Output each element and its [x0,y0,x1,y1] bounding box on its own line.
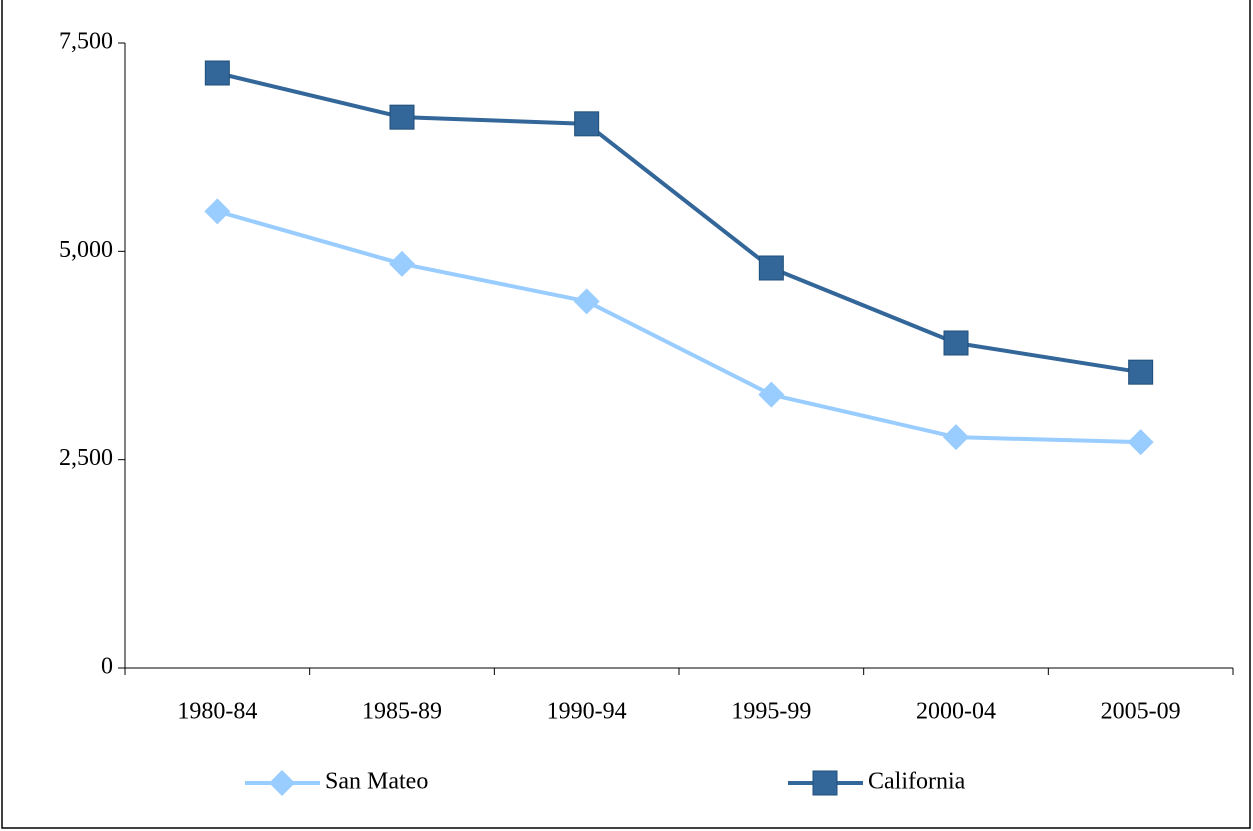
series-line [216,209,1141,445]
legend-label: California [868,769,966,795]
data-point [758,255,784,281]
data-point [389,250,415,277]
data-point [389,104,415,130]
y-tick-label: 5,000 [59,237,113,263]
x-tick-label: 1990-94 [547,699,627,725]
data-point [758,381,785,408]
x-tick-label: 2005-09 [1101,699,1181,725]
data-point [574,111,600,137]
x-tick-label: 2000-04 [916,699,996,725]
x-tick-label: 1995-99 [731,699,811,725]
x-tick-label: 1985-89 [362,699,442,725]
data-point [943,424,969,451]
data-point [573,288,600,315]
legend-marker [269,770,295,796]
y-tick-label: 7,500 [59,29,113,55]
x-tick-label: 1980-84 [177,699,257,725]
legend-label: San Mateo [325,769,428,795]
data-point [1128,359,1154,385]
data-point [204,60,230,86]
data-point [943,330,969,356]
series-line [216,71,1141,375]
y-tick-label: 0 [101,654,113,680]
data-point [1127,429,1154,456]
y-tick-label: 2,500 [59,445,113,471]
data-point [204,198,231,225]
legend-marker [812,770,838,796]
